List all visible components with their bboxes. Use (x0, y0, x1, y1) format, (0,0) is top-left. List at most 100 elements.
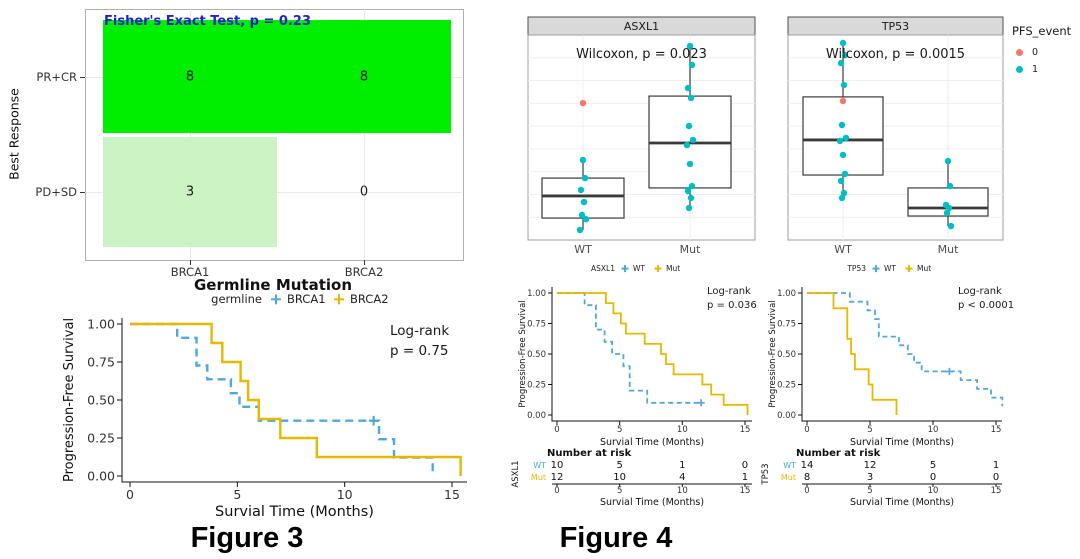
y-tick-label: 1.00 (87, 317, 115, 332)
km-legend: germline BRCA1 BRCA2 (211, 292, 388, 306)
risk-value: 14 (801, 460, 814, 471)
risk-x-tick-label: 0 (554, 486, 559, 496)
legend-dot-icon (1016, 66, 1023, 73)
data-point-event-1 (688, 182, 696, 190)
x-tick-label: 15 (740, 425, 751, 435)
legend-title: germline (211, 292, 262, 306)
data-point-event-1 (837, 59, 845, 67)
risk-value: 10 (613, 472, 626, 483)
fisher-mosaic-plot: 8 8 3 0 Fisher's Exact Test, p = 0.23 PR+CR PD… (0, 0, 505, 294)
km-curve-BRCA1 (130, 322, 434, 476)
legend-title: TP53 (846, 264, 866, 273)
km-legend: ASXL1 WT Mut (591, 264, 680, 273)
data-point-event-1 (842, 134, 850, 142)
data-point-event-1 (839, 151, 847, 159)
box-WT (541, 160, 625, 230)
risk-value: 0 (742, 460, 748, 471)
figure4-caption: Figure 4 (559, 522, 673, 554)
data-point-event-1 (683, 141, 691, 149)
data-point-event-1 (578, 211, 586, 219)
x-category-label: WT (574, 243, 592, 256)
risk-x-tick-label: 15 (991, 486, 1002, 496)
risk-value: 12 (864, 460, 877, 471)
y-axis-title: Progression-Free Survival (768, 300, 778, 407)
risk-x-tick-label: 5 (867, 486, 872, 496)
x-axis-title: Germline Mutation (193, 276, 353, 294)
y-axis-title: Progression-Free Survival (62, 318, 77, 482)
data-point-event-1 (686, 42, 694, 50)
y-tick-label: 0.50 (527, 350, 546, 360)
risk-x-tick-label: 10 (928, 486, 939, 496)
mosaic-cell (277, 20, 451, 133)
boxplot-tp53: TP53 Wilcoxon, p = 0.0015 WT Mut (787, 16, 1004, 256)
x-category-label: Mut (938, 243, 959, 256)
x-tick-label: 5 (617, 425, 622, 435)
logrank-annotation: p = 0.036 (707, 300, 757, 311)
axes: 0 5 10 15 0.00 0.25 0.50 0.75 1.00 (87, 317, 467, 502)
x-tick (364, 260, 365, 265)
data-point-event-1 (836, 137, 844, 145)
data-point-event-1 (944, 157, 952, 165)
legend-item-label: BRCA1 (287, 292, 326, 306)
pfs-item-label: 0 (1032, 47, 1039, 58)
risk-value: 1 (679, 460, 685, 471)
km-curve-WT (807, 292, 1004, 407)
data-point-event-1 (687, 194, 695, 202)
data-point-event-1 (686, 160, 694, 168)
km-curve-WT (557, 292, 703, 404)
data-point-event-1 (947, 222, 955, 230)
data-point-event-1 (840, 189, 848, 197)
risk-value: 3 (867, 472, 873, 483)
legend-item-label: WT (633, 264, 645, 273)
data-point-event-1 (839, 39, 847, 47)
risk-table-title: Number at risk (796, 448, 881, 459)
data-point-event-1 (687, 94, 695, 102)
data-point-event-1 (685, 204, 693, 212)
risk-row-label: WT (783, 461, 796, 470)
pfs-legend-item: 1 (1012, 61, 1071, 78)
risk-x-tick-label: 5 (617, 486, 622, 496)
x-tick-label: 0 (126, 487, 134, 502)
x-tick-label: 10 (928, 425, 939, 435)
risk-group-label: TP53 (761, 463, 771, 485)
y-tick-label: 0.50 (87, 393, 115, 408)
x-tick-label: 10 (677, 425, 688, 435)
legend-item-label: WT (884, 264, 896, 273)
x-axis-title: Survial Time (Months) (850, 437, 954, 448)
risk-value: 0 (930, 472, 936, 483)
data-point-event-1 (946, 182, 954, 190)
risk-row-label: Mut (781, 473, 796, 482)
y-tick (80, 192, 85, 193)
risk-value: 10 (551, 460, 564, 471)
data-point-event-1 (582, 215, 590, 223)
boxplot-asxl1: ASXL1 Wilcoxon, p = 0.023 WT Mut (527, 16, 756, 256)
data-point-event-0 (579, 99, 587, 107)
figure3-caption: Figure 3 (190, 522, 304, 554)
risk-value: 5 (616, 460, 622, 471)
cell-count: 0 (359, 184, 369, 200)
y-tick-label: 0.75 (527, 320, 546, 330)
x-category-label: Mut (680, 243, 701, 256)
x-axis-title: Survial Time (Months) (600, 437, 704, 448)
data-point-event-1 (579, 156, 587, 164)
y-tick-label: 0.75 (777, 320, 796, 330)
x-tick-label: 0 (554, 425, 559, 435)
data-point-event-1 (685, 122, 693, 130)
data-point-event-1 (580, 198, 588, 206)
pfs-legend-title: PFS_event (1012, 24, 1072, 38)
risk-value: 1 (993, 460, 999, 471)
logrank-annotation: Log-rank (390, 323, 449, 339)
y-tick-label: 0.25 (777, 381, 796, 391)
legend-item-label: Mut (666, 264, 680, 273)
x-tick-label: 15 (444, 487, 460, 502)
mosaic-cell (103, 20, 277, 133)
risk-value: 5 (930, 460, 936, 471)
km-curve-Mut (807, 292, 898, 415)
pfs-item-label: 1 (1032, 64, 1039, 75)
wilcoxon-annotation: Wilcoxon, p = 0.0015 (826, 47, 965, 62)
data-point-event-1 (841, 170, 849, 178)
x-axis-title: Survial Time (Months) (215, 504, 374, 520)
km-curve-Mut (557, 292, 749, 415)
